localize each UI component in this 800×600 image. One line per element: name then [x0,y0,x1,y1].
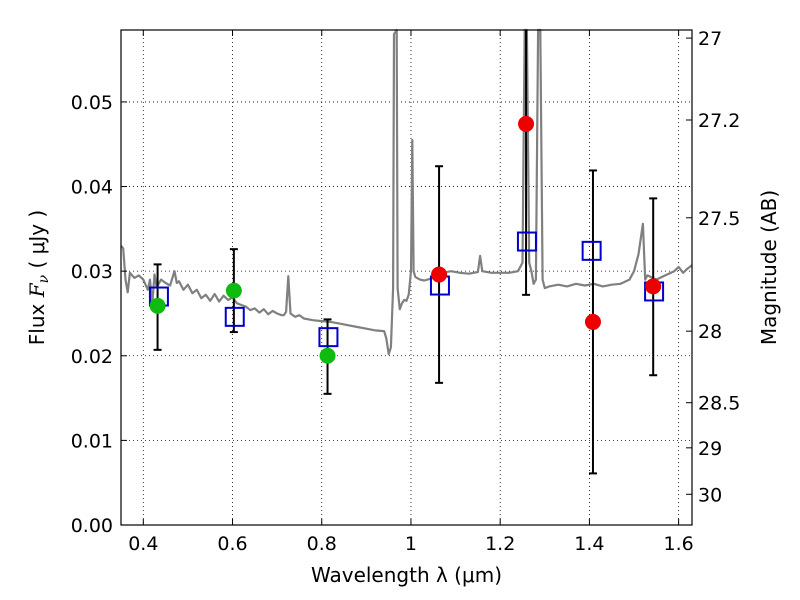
x-axis-label: Wavelength λ (μm) [311,563,502,587]
grid [121,30,692,525]
sed-model-spectrum [120,28,693,356]
observed-point-red [518,115,535,132]
y-axis-label-right: Magnitude (AB) [757,190,781,345]
y-tick-label: 0.00 [71,515,113,537]
y-tick-label: 0.03 [71,261,113,283]
observed-point-green [225,282,242,299]
observed-point-red [584,313,601,330]
x-tick-label: 1.2 [485,533,515,555]
ylabel-subscript: ν [36,274,52,283]
sed-model-layer [120,28,693,356]
right-tick-label: 27.5 [698,208,740,230]
model-photometry-square [224,306,245,327]
model-photometry-square [581,240,602,261]
plot-frame [120,29,693,526]
right-tick-label: 29 [698,438,722,460]
y-tick-label: 0.02 [71,346,113,368]
ylabel-symbol: F [25,282,49,298]
x-tick-label: 1 [405,533,417,555]
x-tick-label: 1.4 [574,533,604,555]
y-tick-label: 0.05 [71,92,113,114]
right-tick-label: 27.2 [698,110,740,132]
x-tick-label: 0.6 [217,533,247,555]
right-tick-label: 28 [698,321,722,343]
observed-point-green [319,347,336,364]
observed-photometry-layer [149,115,662,364]
x-tick-label: 1.6 [664,533,694,555]
model-photometry-square [318,327,339,348]
x-tick-label: 0.4 [128,533,158,555]
observed-point-red [645,278,662,295]
tick-labels: 0.4 0.6 0.8 1 1.2 1.4 1.6 0.00 0.01 0.02 0.03 0.04 0… [71,28,741,555]
y-tick-label: 0.01 [71,430,113,452]
observed-point-red [431,266,448,283]
right-tick-label: 27 [698,28,722,50]
y-tick-label: 0.04 [71,177,113,199]
y-axis-label-left: Flux Fν ( μJy ) [25,210,52,345]
x-tick-label: 0.8 [307,533,337,555]
ticks [121,30,692,526]
right-tick-label: 28.5 [698,393,740,415]
ylabel-suffix: ( μJy ) [25,210,49,275]
observed-point-green [149,297,166,314]
right-tick-label: 30 [698,484,722,506]
model-photometry-square [516,231,537,252]
ylabel-prefix: Flux [25,297,49,345]
